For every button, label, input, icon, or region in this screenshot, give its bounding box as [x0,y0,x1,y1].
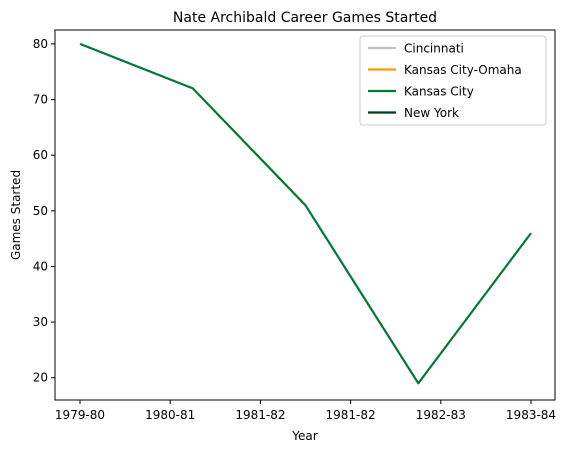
x-tick-label: 1982-83 [416,408,466,422]
plot-frame [54,29,556,401]
y-tick-label: 80 [33,37,48,51]
plot-area [54,29,556,401]
x-tick-label: 1980-81 [145,408,195,422]
legend-label: Kansas City-Omaha [404,63,522,77]
x-tick-label: 1983-84 [506,408,556,422]
x-axis-label: Year [291,429,317,443]
x-tick-label: 1979-80 [55,408,105,422]
legend-label: Kansas City [404,85,474,99]
x-axis: 1979-80 1980-81 1981-82 1981-82 1982-83 1983-… [55,400,556,422]
y-tick-label: 30 [33,315,48,329]
chart-title: Nate Archibald Career Games Started [173,10,437,26]
y-tick-label: 50 [33,204,48,218]
legend-label: New York [404,106,459,120]
y-tick-label: 70 [33,93,48,107]
y-axis-label: Games Started [9,170,23,260]
series-line [79,42,532,385]
legend-box [359,35,547,126]
y-tick-label: 20 [33,371,48,385]
series-layer [79,42,532,385]
y-tick-label: 60 [33,148,48,162]
legend-label: Cincinnati [404,42,464,56]
legend: Cincinnati Kansas City-Omaha Kansas City Ne… [359,35,547,126]
x-tick-label: 1981-82 [326,408,376,422]
y-tick-label: 40 [33,259,48,273]
y-axis: 20 30 40 50 60 70 80 [33,37,55,385]
x-tick-label: 1981-82 [235,408,285,422]
